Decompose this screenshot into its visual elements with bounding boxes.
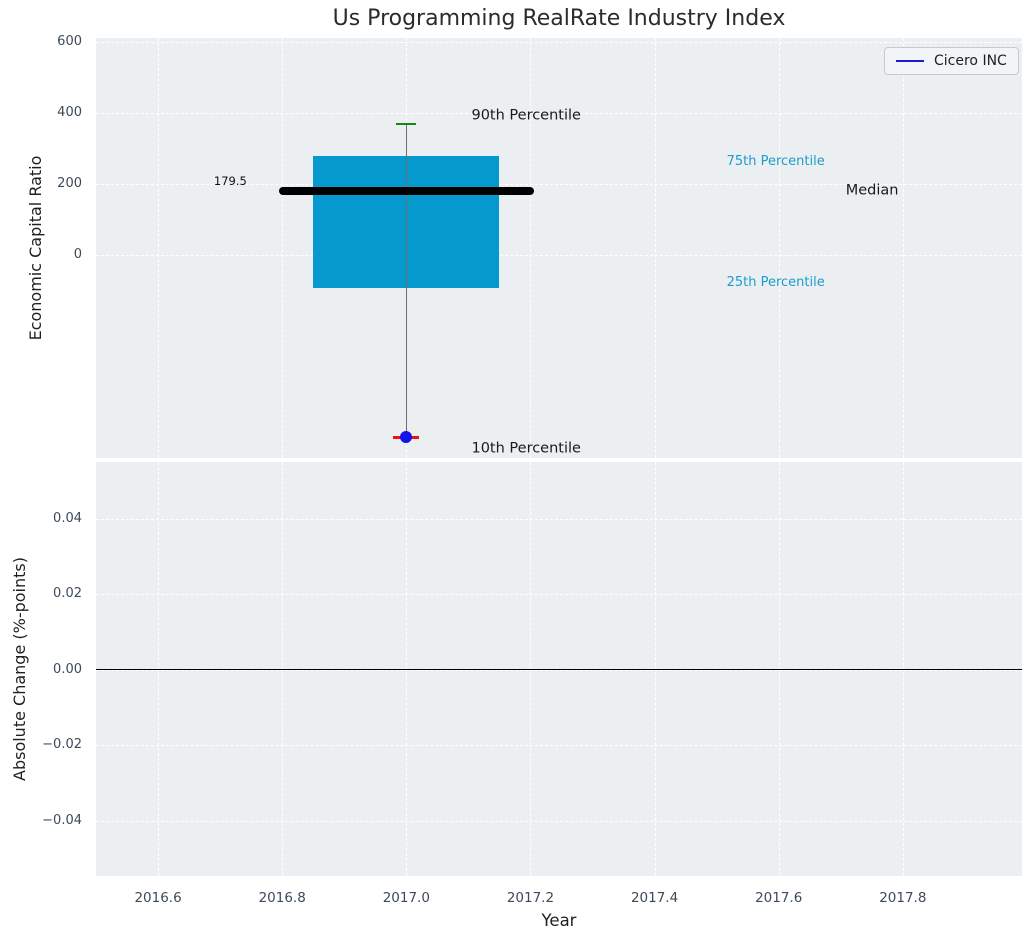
gridline-vertical-2016.8 [282,38,284,458]
chart-title: Us Programming RealRate Industry Index [332,6,786,31]
y-tick-label-400: 400 [57,104,82,120]
x-tick-label-2016.6: 2016.6 [134,890,182,906]
x-tick-label-2017.6: 2017.6 [755,890,803,906]
y-tick-label-0.02: 0.02 [53,586,82,602]
annotation-10th-percentile: 10th Percentile [471,440,581,457]
annotation-75th-percentile: 75th Percentile [726,154,825,170]
annotation-25th-percentile: 25th Percentile [726,275,825,291]
gridline-horizontal-600 [96,41,1022,43]
gridline-vertical-2016.6 [158,38,160,458]
gridline-horizontal-0 [96,255,1022,257]
whisker-line [405,123,407,438]
gridline-vertical-2017.4 [654,38,656,458]
y-tick-label-200: 200 [57,176,82,192]
y-tick-label-0.04: 0.04 [53,510,82,526]
x-tick-label-2016.8: 2016.8 [258,890,306,906]
x-tick-label-2017.8: 2017.8 [879,890,927,906]
gridline-horizontal-200 [96,184,1022,186]
y-tick-label-0: 0 [73,247,82,263]
company-point-cicero-inc [400,431,413,444]
legend: Cicero INC [884,47,1019,75]
bottom-axes-absolute-change [96,462,1022,876]
y-tick-label-600: 600 [57,33,82,49]
gridline-horizontal-0.02 [96,594,1022,596]
median-line [279,187,534,196]
annotation-90th-percentile: 90th Percentile [471,107,581,124]
annotation-median-value: 179.5 [213,174,247,189]
x-axis-label: Year [541,911,577,930]
y-tick-label-0.00: 0.00 [53,661,82,677]
legend-line-icon [896,60,924,62]
x-tick-label-2017.0: 2017.0 [382,890,430,906]
y-tick-label-−0.04: −0.04 [42,812,82,828]
gridline-horizontal-−0.02 [96,745,1022,747]
gridline-vertical-2017.8 [902,38,904,458]
y-tick-label-−0.02: −0.02 [42,737,82,753]
gridline-vertical-2017.6 [778,38,780,458]
top-axes-economic-capital-ratio: 179.5 90th Percentile 10th Percentile Media… [96,38,1022,458]
x-tick-label-2017.2: 2017.2 [506,890,555,906]
gridline-vertical-2017.2 [530,38,532,458]
gridline-horizontal-0.04 [96,518,1022,520]
zero-line [96,668,1022,671]
x-tick-label-2017.4: 2017.4 [630,890,679,906]
whisker-cap-90th [396,122,417,126]
gridline-horizontal-400 [96,112,1022,114]
gridline-horizontal-−0.04 [96,820,1022,822]
legend-label: Cicero INC [934,53,1007,69]
annotation-median: Median [845,182,899,199]
